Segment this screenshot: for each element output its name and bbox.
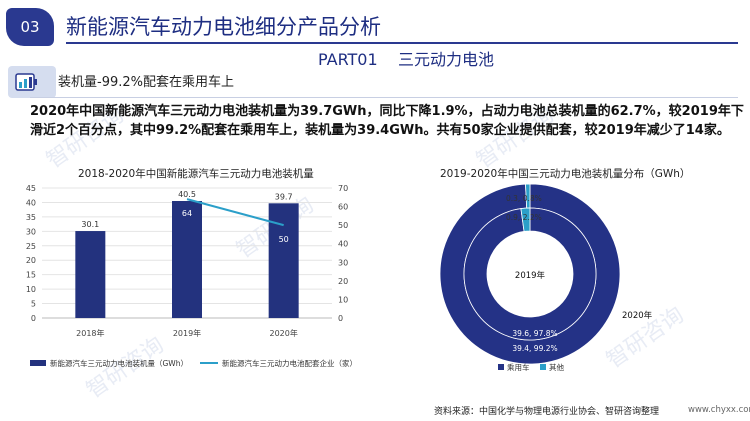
slice-label: 39.4, 99.2%	[512, 344, 557, 353]
bar-value-label: 40.5	[178, 190, 196, 199]
legend-label: 其他	[549, 362, 564, 372]
y-right-tick-label: 50	[338, 221, 348, 230]
bar	[75, 231, 106, 318]
line-value-label: 50	[279, 235, 289, 244]
y-left-tick-label: 40	[26, 198, 36, 207]
y-right-tick-label: 0	[338, 314, 343, 323]
y-left-tick-label: 25	[26, 242, 36, 251]
bar-chart-title: 2018-2020年中国新能源汽车三元动力电池装机量	[78, 168, 314, 180]
bar-line-chart: 0 5 10 15 20 25 30 35 40 45 0 10 20 30 40 50 60 70 30.1 40.…	[26, 184, 357, 368]
y-right-tick-label: 10	[338, 295, 348, 304]
legend-swatch	[498, 364, 504, 370]
legend-label: 新能源汽车三元动力电池配套企业（家）	[222, 358, 357, 368]
ring-label-inner: 2019年	[515, 270, 546, 281]
y-left-tick-label: 10	[26, 285, 36, 294]
ring-label-outer: 2020年	[622, 310, 653, 321]
page-title: 新能源汽车动力电池细分产品分析	[66, 15, 381, 39]
title-divider	[66, 42, 738, 44]
section-number-badge: 03	[6, 8, 54, 46]
battery-chart-icon	[8, 66, 56, 98]
legend-swatch-bar	[30, 360, 46, 366]
part-name: 三元动力电池	[398, 50, 495, 69]
legend-label: 新能源汽车三元动力电池装机量（GWh）	[50, 358, 188, 368]
line-value-label: 64	[182, 209, 192, 218]
y-right-tick-label: 40	[338, 240, 348, 249]
x-tick-label: 2018年	[76, 328, 104, 338]
donut-chart-title: 2019-2020年中国三元动力电池装机量分布（GWh）	[440, 168, 691, 180]
summary-paragraph: 2020年中国新能源汽车三元动力电池装机量为39.7GWh，同比下降1.9%，占…	[30, 104, 744, 138]
bar	[172, 201, 202, 318]
bar-value-label: 39.7	[275, 192, 293, 201]
line-series	[186, 198, 284, 227]
x-tick-label: 2019年	[173, 328, 201, 338]
y-right-tick-label: 30	[338, 258, 348, 267]
bar	[268, 203, 299, 318]
legend-swatch	[540, 364, 546, 370]
donut-chart: 39.6, 97.8% 39.4, 99.2% 0.3, 0.8% 0.9, 2.2%…	[439, 183, 653, 372]
y-left-tick-label: 0	[31, 314, 36, 323]
donut-slice	[463, 207, 597, 341]
x-tick-label: 2020年	[269, 328, 297, 338]
y-left-tick-label: 35	[26, 213, 36, 222]
slice-label: 0.9, 2.2%	[506, 213, 542, 222]
y-left-tick-label: 5	[31, 300, 36, 309]
website-url: www.chyxx.com	[688, 405, 750, 415]
donut-slice	[520, 207, 531, 232]
slice-label: 0.3, 0.8%	[506, 194, 542, 203]
y-right-tick-label: 20	[338, 277, 348, 286]
source-note: 资料来源：中国化学与物理电源行业协会、智研咨询整理	[434, 407, 660, 417]
bar-value-label: 30.1	[81, 220, 99, 229]
y-right-tick-label: 60	[338, 203, 348, 212]
subhead: 装机量-99.2%配套在乘用车上	[58, 75, 234, 90]
legend-label: 乘用车	[507, 362, 530, 372]
y-left-tick-label: 45	[26, 184, 36, 193]
part-number: PART01	[318, 50, 378, 69]
part-title: PART01 三元动力电池	[318, 46, 494, 70]
subhead-divider	[30, 97, 738, 98]
y-right-tick-label: 70	[338, 184, 348, 193]
y-left-tick-label: 20	[26, 256, 36, 265]
slice-label: 39.6, 97.8%	[512, 329, 557, 338]
y-left-tick-label: 30	[26, 227, 36, 236]
y-left-tick-label: 15	[26, 271, 36, 280]
